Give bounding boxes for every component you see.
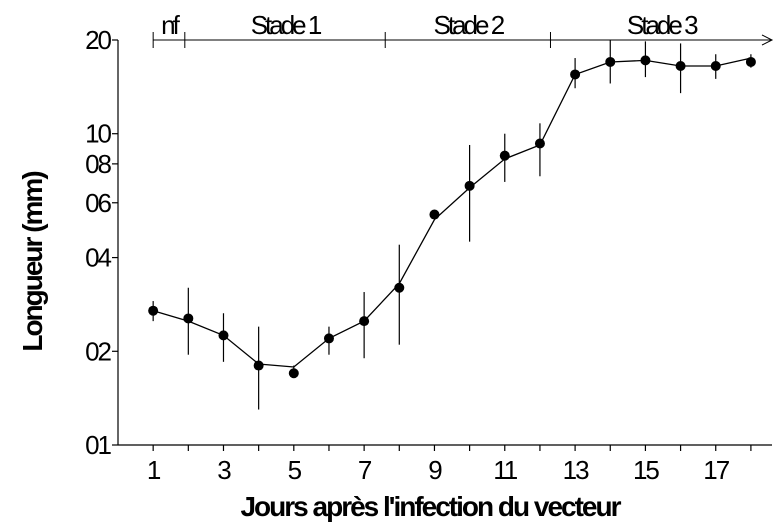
series-layer (148, 40, 756, 410)
x-tick-label: 15 (633, 455, 659, 485)
x-tick-label: 3 (217, 455, 231, 485)
y-tick-label: 02 (85, 336, 111, 366)
x-tick-label: 11 (493, 455, 518, 485)
data-point (710, 61, 721, 72)
data-point (359, 316, 370, 327)
data-point (323, 333, 334, 344)
x-tick-label: 5 (288, 455, 302, 485)
stage-label: Stade 3 (627, 10, 698, 40)
y-tick-label: 08 (85, 149, 111, 179)
x-tick-label: 9 (428, 455, 442, 485)
data-point (605, 56, 616, 67)
y-tick-label: 04 (85, 243, 111, 273)
x-tick-label: 13 (563, 455, 589, 485)
data-point (745, 56, 756, 67)
data-point (675, 61, 686, 72)
y-tick-label: 01 (85, 430, 111, 460)
x-tick-label: 1 (147, 455, 161, 485)
y-tick-label: 20 (85, 25, 111, 55)
data-point (464, 180, 475, 191)
data-point (570, 69, 581, 80)
data-point (148, 305, 159, 316)
stage-label: nf (161, 10, 180, 40)
x-axis-title: Jours après l'infection du vecteur (240, 491, 621, 522)
data-point (183, 313, 194, 324)
stage-bar: nf Stade 1 Stade 2 Stade 3 (152, 10, 774, 48)
x-tick-label: 17 (703, 455, 729, 485)
y-tick-label: 06 (85, 188, 111, 218)
data-point (640, 55, 651, 66)
trend-line (153, 57, 752, 368)
x-tick-label: 7 (358, 455, 372, 485)
data-point (288, 368, 299, 379)
data-point (394, 282, 405, 293)
data-point (499, 150, 510, 161)
data-point (253, 360, 264, 371)
y-tick-label: 10 (85, 119, 111, 149)
stage-label: Stade 2 (434, 10, 505, 40)
stage-label: Stade 1 (251, 10, 322, 40)
y-axis-title: Longueur (mm) (17, 172, 48, 352)
data-point (534, 138, 545, 149)
data-point (429, 209, 440, 220)
stage-arrow (761, 34, 774, 46)
data-point (218, 330, 229, 341)
